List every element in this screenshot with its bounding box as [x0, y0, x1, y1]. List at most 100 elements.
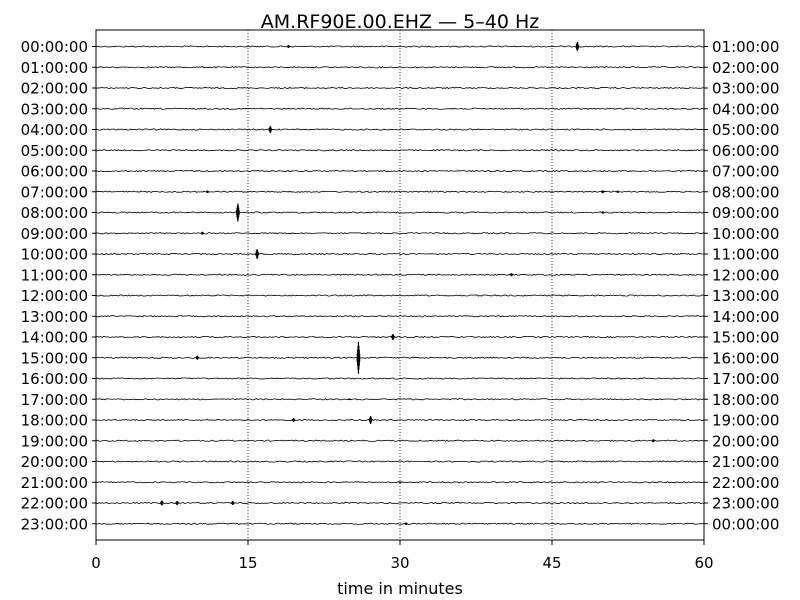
right-tick-label-16: 17:00:00: [712, 370, 779, 388]
event-spike-16: [368, 416, 373, 424]
right-tick-label-7: 08:00:00: [712, 183, 779, 201]
right-tick-label-0: 01:00:00: [712, 38, 779, 56]
event-spike-2: [268, 126, 273, 133]
right-tick-label-23: 00:00:00: [712, 515, 779, 533]
x-tick-label-45: 45: [542, 554, 561, 572]
trace-row-17: [95, 398, 704, 401]
right-tick-label-18: 19:00:00: [712, 412, 779, 430]
left-time-labels: 00:00:00 01:00:00 02:00:00 03:00:00 04:00:00…: [21, 38, 96, 533]
trace-row-3: [95, 107, 704, 110]
right-tick-label-3: 04:00:00: [712, 100, 779, 118]
left-tick-label-8: 08:00:00: [21, 204, 88, 222]
event-spike-5: [616, 190, 620, 193]
trace-row-11: [95, 273, 704, 276]
event-spike-4: [600, 190, 605, 194]
left-tick-label-14: 14:00:00: [21, 329, 88, 347]
chart-title: AM.RF90E.00.EHZ — 5–40 Hz: [261, 11, 539, 33]
left-tick-label-1: 01:00:00: [21, 59, 88, 77]
right-tick-label-22: 23:00:00: [712, 495, 779, 513]
event-spike-6: [236, 203, 240, 222]
right-tick-label-9: 10:00:00: [712, 225, 779, 243]
event-spike-9: [255, 249, 259, 259]
event-spike-1: [575, 42, 580, 51]
right-tick-label-5: 06:00:00: [712, 142, 779, 160]
right-time-labels: 01:00:00 02:00:00 03:00:00 04:00:00 05:00:00…: [704, 38, 779, 533]
trace-row-5: [95, 149, 704, 152]
event-spike-19: [160, 500, 164, 506]
event-spike-14: [347, 398, 352, 401]
x-tick-label-0: 0: [91, 554, 101, 572]
right-tick-label-2: 03:00:00: [712, 80, 779, 98]
trace-row-12: [95, 294, 704, 297]
right-tick-label-14: 15:00:00: [712, 329, 779, 347]
event-spike-12: [195, 355, 200, 360]
gridlines: [247, 30, 553, 540]
x-axis-ticks: 0 15 30 45 60: [91, 540, 714, 572]
trace-row-8: [95, 211, 704, 214]
left-tick-label-5: 05:00:00: [21, 142, 88, 160]
trace-row-2: [95, 86, 704, 90]
event-spike-17: [651, 439, 656, 443]
event-spike-3: [205, 190, 210, 193]
left-tick-label-21: 21:00:00: [21, 474, 88, 492]
event-spike-13: [356, 341, 361, 374]
event-spike-7: [600, 211, 605, 214]
left-tick-label-17: 17:00:00: [21, 391, 88, 409]
right-tick-label-12: 13:00:00: [712, 287, 779, 305]
right-tick-label-20: 21:00:00: [712, 453, 779, 471]
left-tick-label-6: 06:00:00: [21, 163, 88, 181]
right-tick-label-19: 20:00:00: [712, 432, 779, 450]
trace-row-22: [95, 501, 704, 505]
left-tick-label-10: 10:00:00: [21, 246, 88, 264]
right-tick-label-10: 11:00:00: [712, 246, 779, 264]
left-tick-label-18: 18:00:00: [21, 412, 88, 430]
left-tick-label-23: 23:00:00: [21, 515, 88, 533]
right-tick-label-11: 12:00:00: [712, 266, 779, 284]
left-tick-label-3: 03:00:00: [21, 100, 88, 118]
right-tick-label-4: 05:00:00: [712, 121, 779, 139]
trace-row-20: [95, 460, 704, 463]
right-tick-label-17: 18:00:00: [712, 391, 779, 409]
right-tick-label-13: 14:00:00: [712, 308, 779, 326]
event-spike-0: [286, 45, 291, 48]
left-tick-label-20: 20:00:00: [21, 453, 88, 471]
event-spike-22: [404, 522, 408, 525]
left-tick-label-7: 07:00:00: [21, 183, 88, 201]
trace-row-1: [95, 66, 704, 69]
left-tick-label-12: 12:00:00: [21, 287, 88, 305]
trace-row-0: [95, 45, 704, 48]
right-tick-label-1: 02:00:00: [712, 59, 779, 77]
event-spike-15: [291, 418, 296, 422]
trace-row-9: [95, 232, 704, 235]
trace-row-23: [95, 522, 704, 525]
seismic-events: [160, 42, 656, 525]
left-tick-label-19: 19:00:00: [21, 432, 88, 450]
x-tick-label-60: 60: [694, 554, 713, 572]
event-spike-21: [231, 501, 235, 505]
event-spike-8: [200, 231, 205, 235]
trace-row-10: [95, 252, 704, 256]
trace-row-19: [95, 439, 704, 443]
x-axis-label: time in minutes: [337, 579, 463, 598]
event-spike-11: [391, 334, 395, 340]
right-tick-label-15: 16:00:00: [712, 349, 779, 367]
left-tick-label-0: 00:00:00: [21, 38, 88, 56]
left-tick-label-4: 04:00:00: [21, 121, 88, 139]
trace-row-16: [95, 377, 704, 380]
event-spike-20: [175, 501, 179, 505]
left-tick-label-22: 22:00:00: [21, 495, 88, 513]
trace-row-18: [95, 418, 704, 422]
trace-row-4: [95, 128, 704, 131]
left-tick-label-16: 16:00:00: [21, 370, 88, 388]
trace-row-6: [95, 169, 704, 173]
right-tick-label-21: 22:00:00: [712, 474, 779, 492]
event-spike-18: [398, 481, 402, 484]
left-tick-label-11: 11:00:00: [21, 266, 88, 284]
event-spike-10: [509, 273, 514, 277]
left-tick-label-15: 15:00:00: [21, 349, 88, 367]
x-tick-label-30: 30: [390, 554, 409, 572]
right-tick-label-8: 09:00:00: [712, 204, 779, 222]
trace-row-14: [95, 335, 704, 339]
trace-row-13: [95, 315, 704, 318]
